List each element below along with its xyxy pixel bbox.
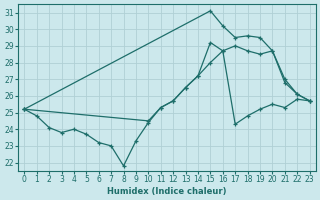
X-axis label: Humidex (Indice chaleur): Humidex (Indice chaleur) bbox=[107, 187, 227, 196]
